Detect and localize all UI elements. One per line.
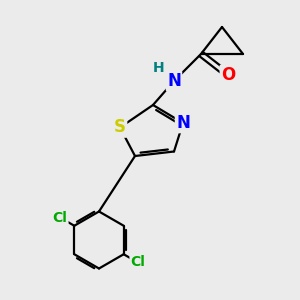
Text: Cl: Cl xyxy=(52,211,68,224)
Text: H: H xyxy=(153,61,165,74)
Text: Cl: Cl xyxy=(130,256,146,269)
Text: S: S xyxy=(114,118,126,136)
Text: O: O xyxy=(221,66,235,84)
Text: N: N xyxy=(176,114,190,132)
Text: N: N xyxy=(167,72,181,90)
